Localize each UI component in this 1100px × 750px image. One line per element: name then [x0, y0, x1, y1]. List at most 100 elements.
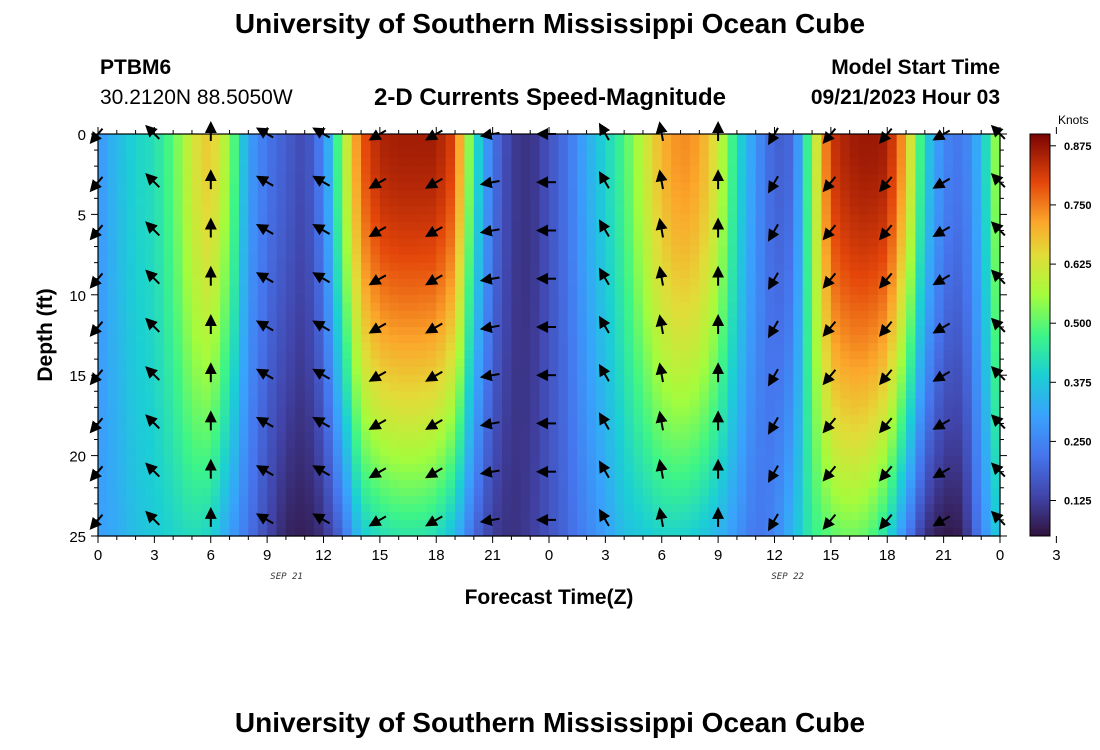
heatmap-cell [830, 391, 841, 400]
heatmap-cell [567, 206, 578, 215]
heatmap-cell [934, 310, 945, 320]
heatmap-cell [426, 190, 437, 199]
heatmap-cell [567, 198, 578, 207]
heatmap-cell [633, 294, 644, 304]
heatmap-cell [473, 158, 484, 167]
heatmap-cell [624, 423, 635, 433]
heatmap-cell [257, 471, 268, 481]
current-vector-arrow [145, 414, 161, 430]
heatmap-cell [934, 206, 945, 215]
heatmap-cell [671, 519, 682, 529]
heatmap-cell [624, 351, 635, 360]
heatmap-cell [502, 375, 513, 384]
heatmap-cell [182, 415, 193, 425]
heatmap-cell [642, 407, 653, 416]
heatmap-cell [520, 479, 531, 489]
heatmap-cell [906, 262, 917, 272]
heatmap-cell [511, 407, 522, 416]
heatmap-cell [473, 511, 484, 521]
heatmap-cell [953, 294, 964, 304]
heatmap-cell [915, 439, 926, 449]
heatmap-cell [173, 318, 184, 328]
heatmap-cell [332, 318, 343, 328]
heatmap-cell [511, 447, 522, 457]
heatmap-cell [361, 198, 372, 207]
heatmap-cell [295, 270, 306, 280]
heatmap-cell [849, 383, 860, 392]
heatmap-cell [924, 423, 935, 433]
heatmap-cell [765, 479, 776, 489]
heatmap-cell [549, 278, 559, 288]
heatmap-cell [502, 182, 513, 191]
heatmap-cell [981, 399, 992, 408]
heatmap-cell [567, 174, 578, 183]
heatmap-cell [238, 343, 249, 352]
heatmap-cell [840, 302, 851, 312]
heatmap-cell [849, 375, 860, 384]
heatmap-cell [314, 471, 325, 481]
heatmap-cell [868, 270, 879, 280]
heatmap-cell [426, 198, 437, 207]
heatmap-cell [793, 343, 804, 352]
heatmap-cell [295, 503, 306, 513]
heatmap-cell [464, 238, 475, 248]
heatmap-cell [708, 198, 719, 207]
heatmap-cell [455, 134, 466, 143]
heatmap-cell [567, 134, 578, 143]
heatmap-cell [267, 254, 278, 264]
heatmap-cell [953, 487, 964, 497]
heatmap-cell [163, 367, 174, 376]
heatmap-cell [671, 375, 682, 384]
heatmap-cell [689, 134, 700, 143]
heatmap-cell [567, 278, 578, 288]
heatmap-cell [229, 463, 240, 473]
heatmap-cell [934, 527, 945, 537]
heatmap-cell [765, 222, 776, 232]
heatmap-cell [793, 326, 804, 336]
heatmap-cell [511, 270, 522, 280]
heatmap-cell [549, 262, 559, 272]
heatmap-cell [520, 150, 531, 159]
heatmap-cell [924, 479, 935, 489]
heatmap-cell [783, 278, 794, 288]
heatmap-cell [896, 158, 907, 167]
heatmap-cell [492, 399, 503, 408]
heatmap-cell [473, 254, 484, 264]
heatmap-cell [417, 230, 428, 240]
heatmap-cell [896, 351, 907, 360]
heatmap-cell [229, 134, 240, 143]
heatmap-cell [981, 294, 992, 304]
heatmap-cell [455, 423, 466, 433]
heatmap-cell [934, 367, 945, 376]
heatmap-cell [624, 447, 635, 457]
heatmap-cell [915, 254, 926, 264]
heatmap-cell [718, 166, 729, 175]
heatmap-cell [887, 206, 898, 215]
heatmap-cell [765, 302, 776, 312]
heatmap-cell [116, 238, 127, 248]
heatmap-cell [840, 142, 851, 151]
heatmap-cell [755, 262, 766, 272]
heatmap-cell [332, 439, 343, 449]
heatmap-cell [943, 142, 954, 151]
heatmap-cell [285, 262, 296, 272]
heatmap-cell [896, 134, 907, 143]
heatmap-cell [351, 343, 362, 352]
heatmap-cell [689, 343, 700, 352]
heatmap-cell [267, 214, 278, 224]
heatmap-cell [624, 383, 635, 392]
heatmap-cell [455, 190, 466, 199]
heatmap-cell [520, 270, 531, 280]
heatmap-cell [821, 487, 832, 497]
heatmap-cell [924, 214, 935, 224]
heatmap-cell [981, 519, 992, 529]
heatmap-cell [840, 447, 851, 457]
heatmap-cell [595, 487, 606, 497]
heatmap-cell [135, 302, 146, 312]
heatmap-cell [708, 294, 719, 304]
heatmap-cell [699, 206, 710, 215]
heatmap-cell [755, 479, 766, 489]
heatmap-cell [971, 439, 982, 449]
heatmap-cell [821, 318, 832, 328]
heatmap-cell [248, 335, 259, 344]
